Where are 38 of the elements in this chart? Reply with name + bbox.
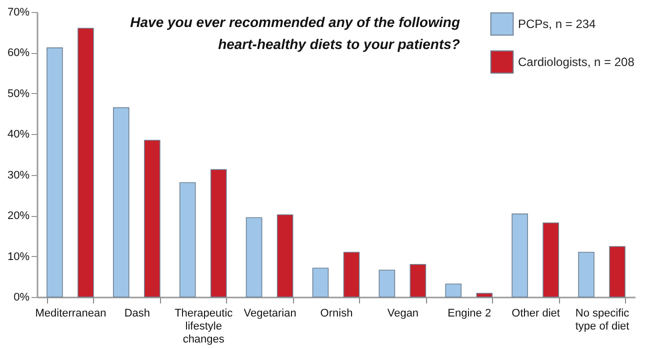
bar [445, 284, 462, 298]
bar [378, 270, 396, 298]
x-tick-label: Ornish [320, 308, 353, 320]
x-tick-label: Dash [124, 308, 150, 320]
legend-label: PCPs, n = 234 [518, 17, 596, 31]
y-tick-label: 10% [7, 250, 30, 263]
bar [312, 268, 329, 298]
bar [210, 169, 227, 298]
bar [246, 217, 262, 298]
x-tick-label: Mediterranean [35, 308, 106, 320]
x-tick-label: No specific type of diet [575, 308, 630, 332]
y-tick-label: 20% [7, 210, 30, 222]
y-tick-label: 0% [14, 292, 30, 304]
bar [578, 252, 594, 298]
bar [542, 222, 559, 298]
x-tick-label: Vegan [387, 308, 419, 320]
bar [512, 214, 528, 298]
y-tick-label: 50% [7, 88, 30, 100]
x-tick-label: Engine 2 [448, 308, 492, 320]
x-tick-label: Therapeutic lifestyle changes [174, 308, 234, 346]
y-tick-label: 60% [7, 47, 30, 60]
bar [46, 47, 63, 298]
bar [144, 140, 160, 298]
x-tick-label: Other diet [512, 308, 560, 320]
bar [113, 107, 130, 298]
x-tick-label: Vegetarian [244, 308, 296, 320]
y-tick-label: 70% [7, 6, 30, 18]
text: Have you ever recommended any of the following heart-healthy diets to your patients? [130, 14, 460, 52]
bar [276, 214, 294, 298]
legend-label: Cardiologists, n = 208 [518, 55, 635, 69]
bar [78, 28, 94, 298]
bar [343, 252, 360, 298]
bar [410, 264, 426, 298]
bar [476, 292, 493, 298]
y-tick-label: 30% [7, 169, 30, 182]
bar [179, 182, 196, 298]
y-tick-label: 40% [7, 128, 30, 141]
bar [609, 246, 626, 298]
